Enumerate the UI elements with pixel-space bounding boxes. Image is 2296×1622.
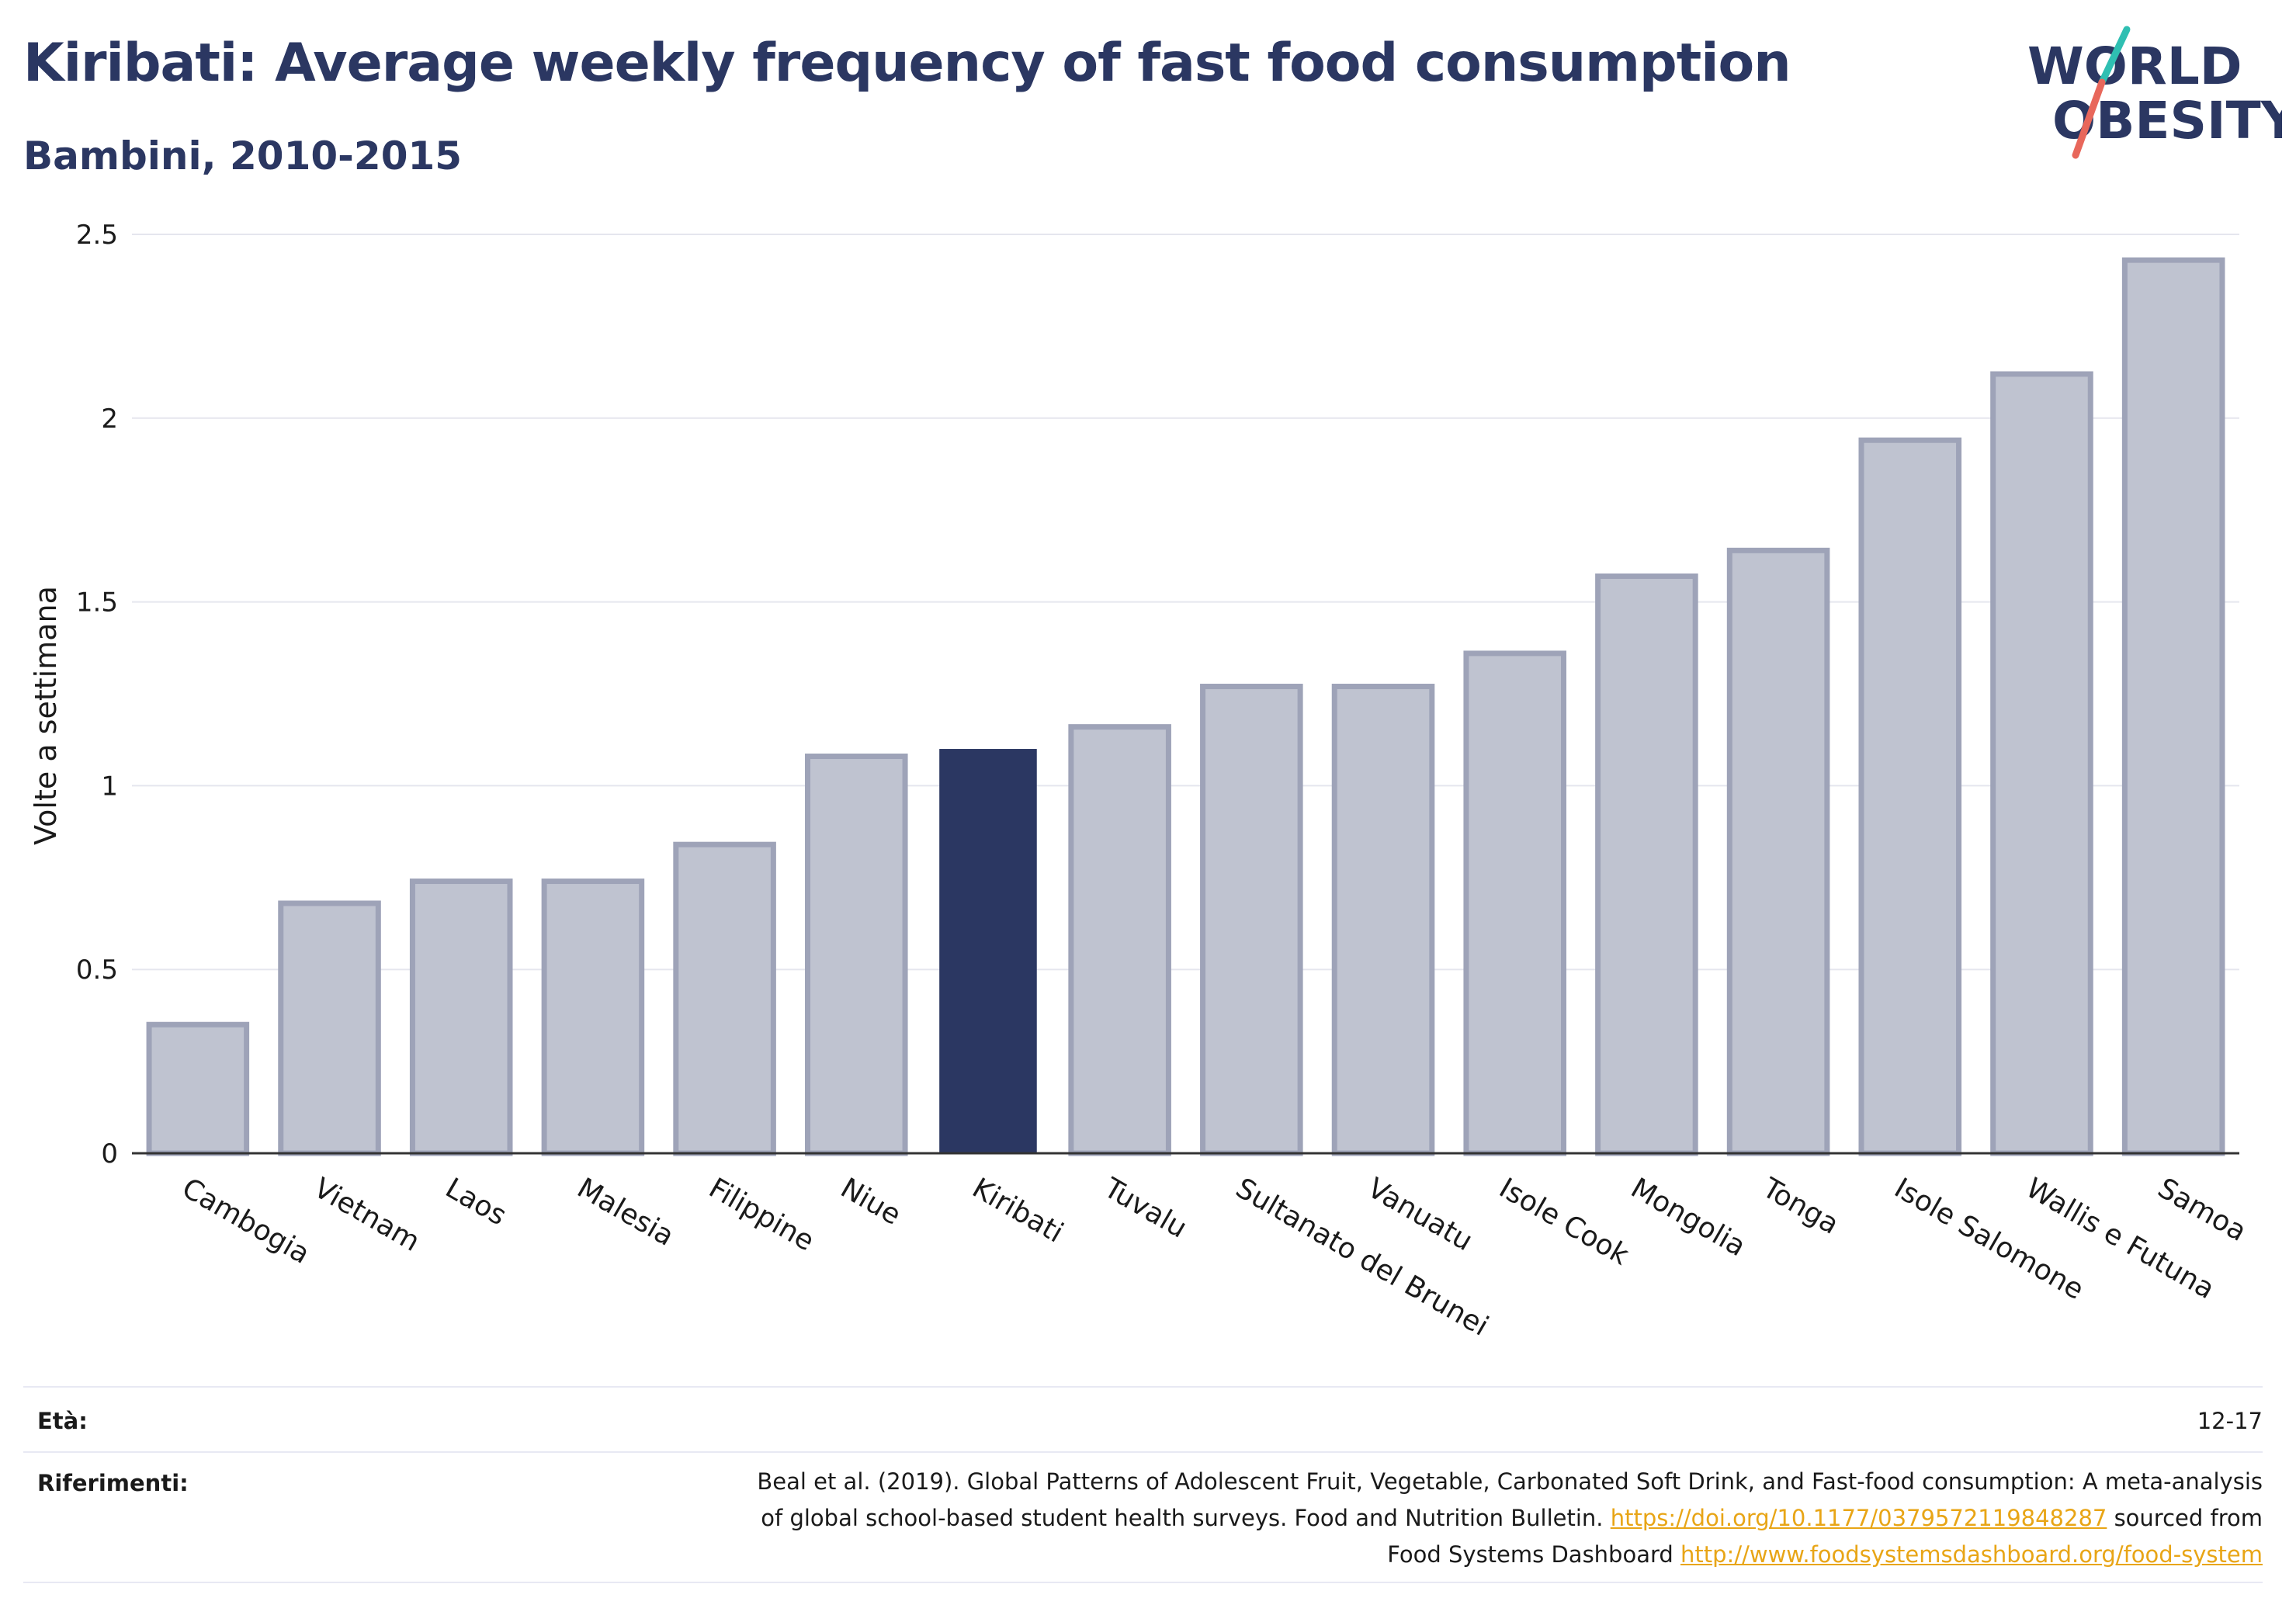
footer-divider-middle (23, 1451, 2263, 1453)
x-tick-label: Isole Cook (1493, 1172, 1634, 1271)
references-line-2-text: of global school-based student health su… (761, 1505, 1611, 1531)
world-obesity-logo: WORLD OBESITY (2027, 26, 2282, 159)
references-line-3-text: Food Systems Dashboard (1387, 1541, 1681, 1568)
logo-slash-coral (2072, 78, 2106, 159)
bar-malesia (541, 879, 645, 1156)
bar-vietnam (278, 900, 381, 1156)
references-line-2-after: sourced from (2107, 1505, 2263, 1531)
x-tick-label: Samoa (2152, 1172, 2252, 1248)
y-tick-label: 2 (101, 404, 118, 435)
y-axis-label: Volte a settimana (29, 586, 63, 845)
age-value: 12-17 (2197, 1408, 2263, 1434)
x-tick-label: Sultanato del Brunei (1230, 1172, 1493, 1343)
x-tick-label: Malesia (572, 1172, 679, 1253)
footer-divider-bottom (23, 1582, 2263, 1583)
y-tick-label: 1.5 (76, 587, 118, 619)
age-label: Età: (37, 1408, 88, 1434)
bars (146, 257, 2225, 1156)
bar-cambogia (146, 1021, 250, 1156)
x-tick-label: Tonga (1757, 1172, 1844, 1241)
bar-filippine (673, 841, 776, 1156)
references-text: Beal et al. (2019). Global Patterns of A… (322, 1464, 2263, 1573)
logo-slash-teal (2098, 26, 2131, 86)
x-tick-label: Laos (440, 1172, 512, 1232)
bar-samoa (2121, 257, 2225, 1156)
y-tick-label: 0 (101, 1139, 118, 1170)
logo-text-world: WORLD (2027, 36, 2242, 96)
bar-isole-cook (1463, 650, 1567, 1156)
references-line-2: of global school-based student health su… (322, 1500, 2263, 1537)
x-tick-label: Vanuatu (1362, 1172, 1478, 1257)
bar-niue (804, 754, 908, 1156)
x-tick-label: Mongolia (1625, 1172, 1751, 1263)
bar-sultanato-del-brunei (1200, 684, 1303, 1156)
x-tick-label: Vietnam (308, 1172, 425, 1258)
references-line-3: Food Systems Dashboard http://www.foodsy… (322, 1537, 2263, 1573)
references-label: Riferimenti: (37, 1470, 189, 1496)
bar-laos (409, 879, 513, 1156)
references-line-1: Beal et al. (2019). Global Patterns of A… (757, 1468, 2263, 1495)
chart-subtitle: Bambini, 2010-2015 (23, 133, 463, 178)
x-tick-label: Cambogia (177, 1172, 315, 1270)
bar-tonga (1726, 547, 1830, 1156)
y-tick-label: 1 (101, 771, 118, 802)
x-tick-label: Filippine (703, 1172, 819, 1257)
bar-kiribati (939, 749, 1037, 1153)
chart-title: Kiribati: Average weekly frequency of fa… (23, 33, 1791, 94)
footer-references-row: Riferimenti: Beal et al. (2019). Global … (23, 1464, 2263, 1580)
x-tick-label: Kiribati (967, 1172, 1069, 1249)
food-systems-dashboard-link[interactable]: http://www.foodsystemsdashboard.org/food… (1680, 1541, 2263, 1568)
bar-tuvalu (1068, 724, 1171, 1156)
y-tick-label: 0.5 (76, 955, 118, 986)
x-tick-label: Niue (835, 1172, 906, 1231)
bar-vanuatu (1331, 684, 1435, 1156)
footer-divider-top (23, 1386, 2263, 1388)
bar-wallis-e-futuna (1990, 371, 2093, 1156)
x-tick-label: Tuvalu (1098, 1172, 1191, 1245)
y-tick-label: 2.5 (76, 220, 118, 251)
bar-isole-salomone (1858, 437, 1962, 1156)
bar-mongolia (1595, 573, 1698, 1156)
y-tick-labels: 0 0.5 1 1.5 2 2.5 (76, 220, 118, 1170)
footer-age-row: Età: 12-17 (23, 1403, 2263, 1442)
doi-link[interactable]: https://doi.org/10.1177/0379572119848287 (1610, 1505, 2107, 1531)
